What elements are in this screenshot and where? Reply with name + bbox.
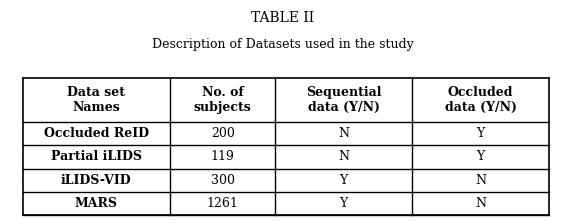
Text: N: N [475,197,486,210]
Text: 300: 300 [211,174,235,187]
Text: Y: Y [477,151,484,164]
Text: 200: 200 [211,127,234,140]
Text: Occluded
data (Y/N): Occluded data (Y/N) [444,86,517,114]
Text: Y: Y [340,197,348,210]
Text: N: N [475,174,486,187]
Text: No. of
subjects: No. of subjects [194,86,251,114]
Text: MARS: MARS [75,197,118,210]
Text: 119: 119 [211,151,234,164]
Text: Partial iLIDS: Partial iLIDS [51,151,142,164]
Text: Y: Y [477,127,484,140]
Text: N: N [338,151,349,164]
Text: Occluded ReID: Occluded ReID [44,127,149,140]
Text: iLIDS-VID: iLIDS-VID [61,174,132,187]
Text: 1261: 1261 [207,197,239,210]
Text: TABLE II: TABLE II [251,11,315,25]
Text: Y: Y [340,174,348,187]
Text: N: N [338,127,349,140]
Text: Sequential
data (Y/N): Sequential data (Y/N) [306,86,381,114]
Text: Data set
Names: Data set Names [67,86,125,114]
Text: Description of Datasets used in the study: Description of Datasets used in the stud… [152,38,414,51]
